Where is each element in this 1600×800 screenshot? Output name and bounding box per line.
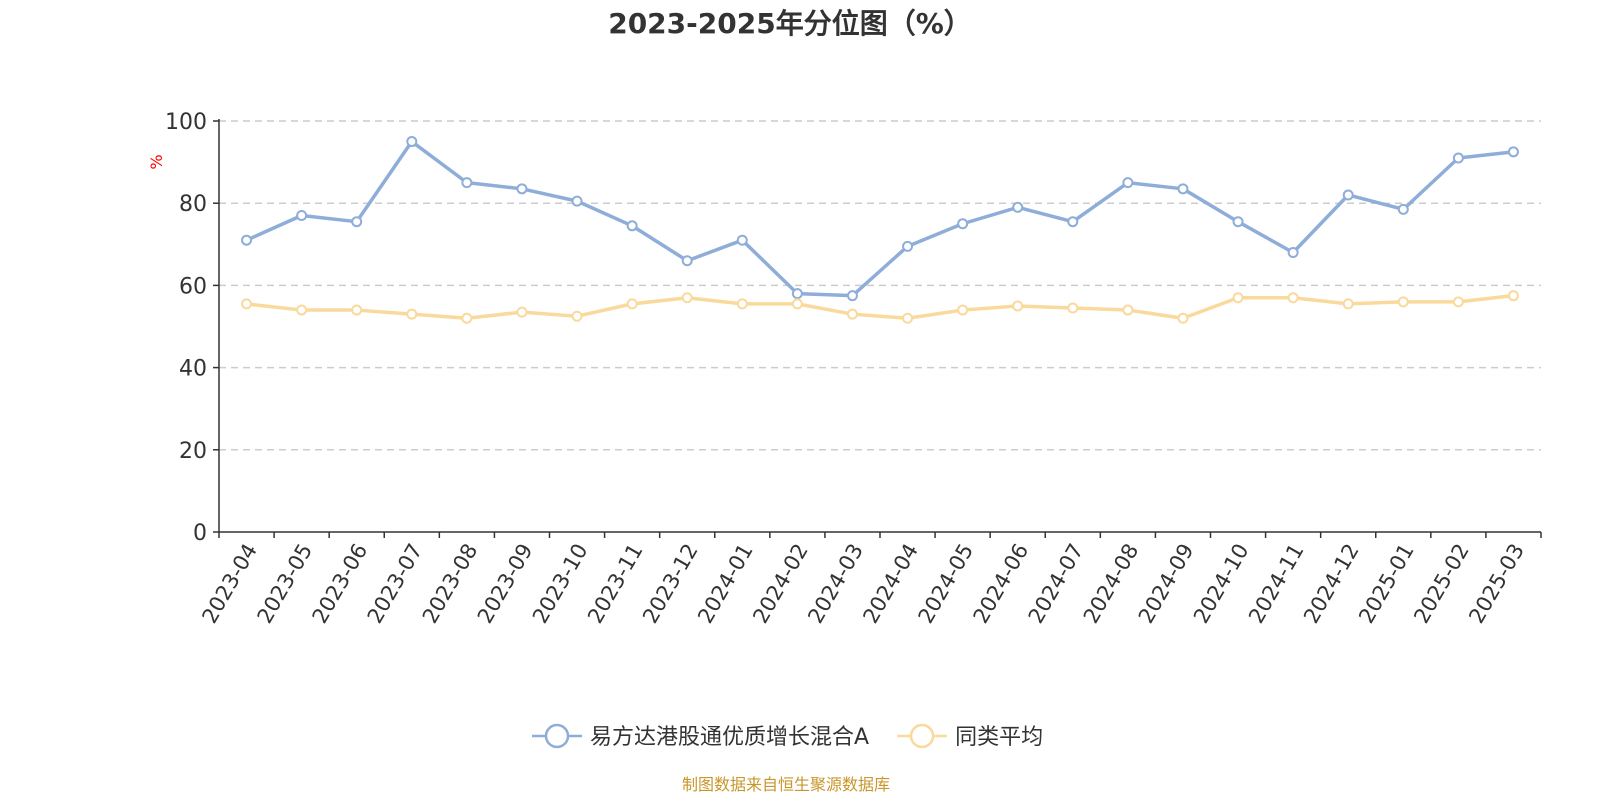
series-1-point [1342,189,1354,201]
series-1-point [791,288,803,300]
series-2-point [1012,300,1024,312]
legend-label-1: 易方达港股通优质增长混合A [590,725,869,750]
series-1-point [241,234,253,246]
y-tick-label: 100 [165,110,207,135]
series-2-point [791,298,803,310]
series-2-point [1177,312,1189,324]
source-note: 制图数据来自恒生聚源数据库 [682,775,890,794]
legend-marker-2 [909,723,935,749]
series-1-point [296,210,308,222]
series-2-point [571,310,583,322]
series-line-1 [245,139,1514,298]
series-2-point [461,312,473,324]
series-1-point [1067,216,1079,228]
y-tick-label: 40 [179,357,207,382]
y-axis-unit: % [147,154,166,169]
series-1-point [1012,201,1024,213]
series-2-point [1342,298,1354,310]
series-1-point [461,177,473,189]
series-2-point [1287,292,1299,304]
legend-marker-1 [544,723,570,749]
series-2-point [736,298,748,310]
series-1-point [571,195,583,207]
series-2-point [1452,296,1464,308]
series-1-point [1452,152,1464,164]
series-2-point [351,304,363,316]
series-1-point [406,136,418,148]
series-1-point [1507,146,1519,158]
series-lines [241,136,1519,324]
series-1-point [516,183,528,195]
series-2-point [846,308,858,320]
series-2-point [1067,302,1079,314]
series-1-point [1232,216,1244,228]
series-1-point [351,216,363,228]
series-1-point [681,255,693,267]
series-1-point [626,220,638,232]
series-2-point [1232,292,1244,304]
y-tick-label: 60 [179,274,207,299]
series-2-point [681,292,693,304]
y-tick-label: 20 [179,439,207,464]
axes: 0204060801002023-042023-052023-062023-07… [165,110,1542,628]
series-2-point [626,298,638,310]
gridlines [219,120,1541,451]
legend-label-2: 同类平均 [955,725,1043,750]
series-1-point [1122,177,1134,189]
chart-title: 2023-2025年分位图（%） [608,7,972,40]
series-1-point [902,240,914,252]
x-tick-label: 2025-03 [1464,540,1529,628]
series-2-point [296,304,308,316]
series-2-point [957,304,969,316]
series-2-point [516,306,528,318]
series-line-2 [246,293,1514,321]
series-2-point [902,312,914,324]
series-2-point [1122,304,1134,316]
series-2-point [406,308,418,320]
series-2-point [241,298,253,310]
series-1-point [1287,247,1299,259]
series-1-point [736,234,748,246]
y-tick-label: 0 [193,521,207,546]
series-2-point [1397,296,1409,308]
series-1-point [1397,203,1409,215]
series-1-point [846,290,858,302]
y-tick-label: 80 [179,192,207,217]
legend: 易方达港股通优质增长混合A 同类平均 [532,723,1043,750]
series-1-point [1177,183,1189,195]
series-1-point [957,218,969,230]
series-2-point [1507,290,1519,302]
